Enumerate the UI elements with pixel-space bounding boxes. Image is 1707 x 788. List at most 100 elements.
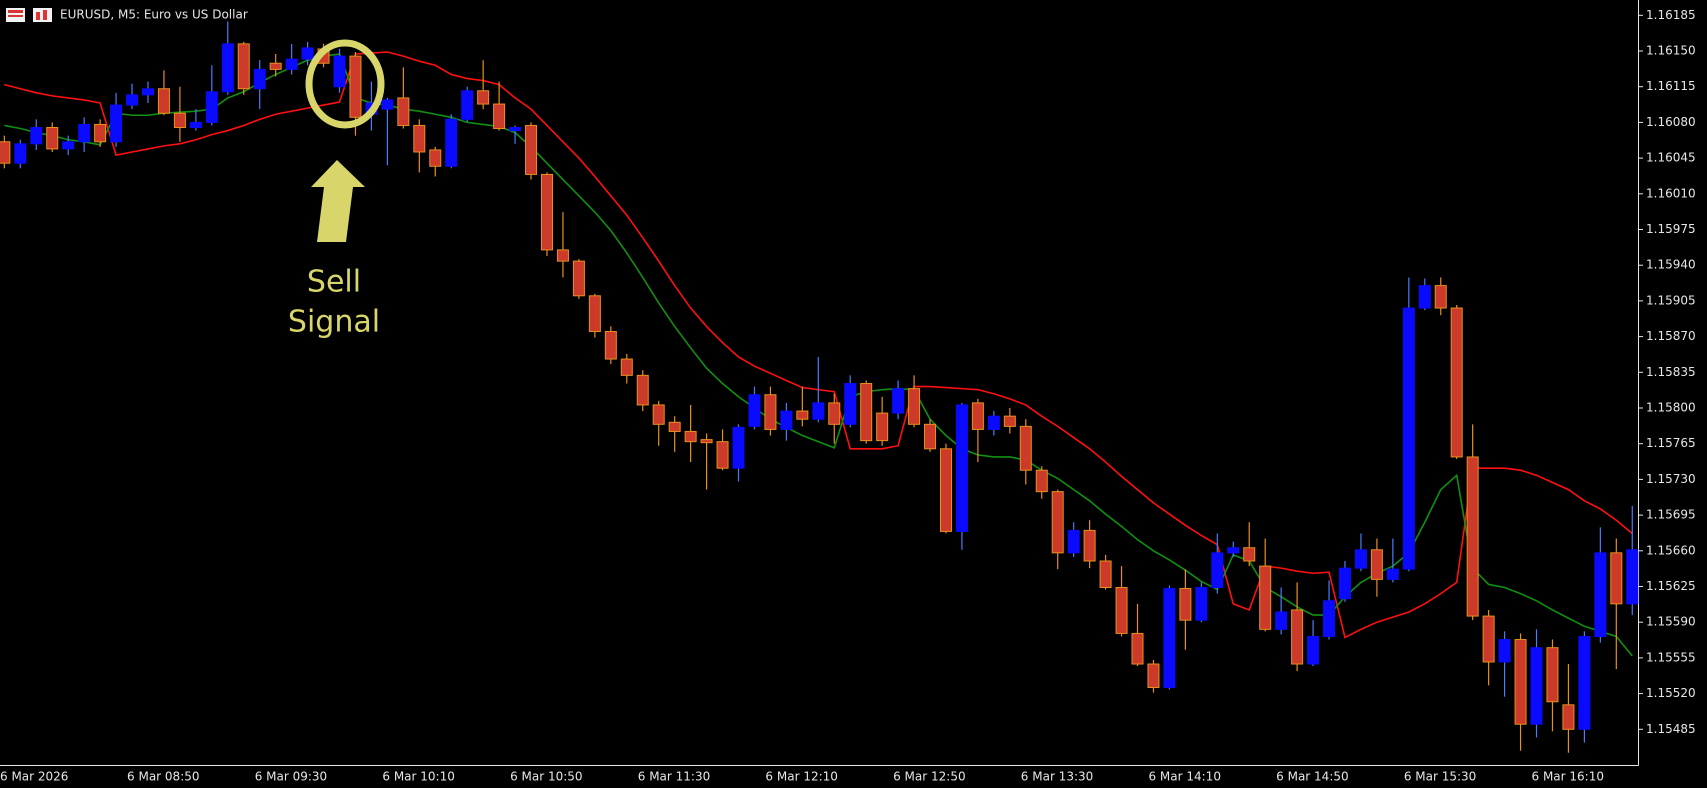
candle-body (971, 402, 984, 430)
x-tick-label: 6 Mar 15:30 (1404, 770, 1477, 784)
candle-body (110, 104, 123, 143)
icon (8, 10, 23, 13)
y-tick-label: 1.16150 (1646, 44, 1696, 58)
y-tick-label: 1.16185 (1646, 8, 1696, 22)
annotation-text: Signal (288, 305, 380, 340)
candle-body (572, 260, 585, 297)
y-tick-label: 1.15660 (1646, 543, 1696, 557)
x-tick-label: 6 Mar 08:50 (127, 770, 200, 784)
y-tick-label: 1.15590 (1646, 615, 1696, 629)
candle-body (14, 143, 27, 164)
candle-body (413, 124, 426, 153)
y-tick-label: 1.15905 (1646, 293, 1696, 307)
y-tick-label: 1.15730 (1646, 472, 1696, 486)
candle-body (493, 103, 506, 130)
candle-body (1482, 615, 1495, 663)
candle-body (1578, 635, 1591, 730)
candle-body (1019, 425, 1032, 471)
candle-body (1370, 549, 1383, 580)
annotation: Sell Signal (288, 39, 385, 340)
candle-body (1291, 609, 1304, 665)
candle-body (876, 412, 889, 442)
candle-body (126, 94, 139, 106)
candle-body (1115, 587, 1128, 634)
candle-body (205, 91, 218, 123)
candle-body (1131, 632, 1144, 665)
candle-body (987, 415, 1000, 430)
annotation-circle (305, 39, 385, 129)
icon (8, 15, 23, 17)
candle-body (1610, 552, 1623, 605)
candle-body (732, 426, 745, 469)
y-tick-label: 1.15625 (1646, 579, 1696, 593)
y-tick-label: 1.15940 (1646, 258, 1696, 272)
icon (43, 10, 47, 20)
candle-body (30, 127, 43, 145)
candle-body (1163, 588, 1176, 688)
x-tick-label: 6 Mar 13:30 (1021, 770, 1094, 784)
y-tick-label: 1.16080 (1646, 115, 1696, 129)
candle-body (1514, 639, 1527, 725)
y-tick-label: 1.16010 (1646, 186, 1696, 200)
candle-body (1498, 639, 1511, 663)
y-tick-label: 1.15520 (1646, 686, 1696, 700)
y-tick-label: 1.15555 (1646, 650, 1696, 664)
x-tick-label: 6 Mar 10:50 (510, 770, 583, 784)
y-tick-label: 1.15765 (1646, 436, 1696, 450)
candle-body (237, 43, 250, 90)
y-tick-label: 1.15975 (1646, 222, 1696, 236)
x-tick-label: 6 Mar 09:30 (255, 770, 328, 784)
candle-body (1434, 285, 1447, 309)
plot-area (0, 21, 1639, 753)
candle-body (141, 88, 154, 96)
candle-body (349, 55, 362, 118)
candle-body (860, 383, 873, 442)
candle-body (1035, 469, 1048, 493)
candle-body (1051, 491, 1064, 554)
candle-body (461, 90, 474, 120)
candle-body (333, 55, 346, 88)
candle-body (939, 448, 952, 532)
candle-body (285, 58, 298, 70)
candle-body (1450, 307, 1463, 458)
candle-body (301, 47, 314, 60)
x-tick-label: 6 Mar 16:10 (1532, 770, 1605, 784)
candle-body (716, 441, 729, 469)
candle-body (173, 112, 186, 129)
candle-body (924, 423, 937, 450)
x-tick-label: 6 Mar 11:30 (638, 770, 711, 784)
candle-body (796, 410, 809, 420)
icon (33, 8, 52, 22)
y-tick-label: 1.15485 (1646, 722, 1696, 736)
candle-body (1546, 647, 1559, 703)
y-tick-label: 1.16045 (1646, 151, 1696, 165)
candle-body (844, 383, 857, 425)
candle-body (1626, 549, 1639, 605)
candle-body (540, 173, 553, 251)
candle-body (1003, 415, 1016, 427)
candle-body (1195, 587, 1208, 621)
x-tick-label: 6 Mar 10:10 (382, 770, 455, 784)
candle-body (955, 404, 968, 532)
candle-body (1338, 567, 1351, 600)
candle-body (1243, 547, 1256, 562)
candle-body (46, 127, 59, 150)
candle-body (1067, 529, 1080, 554)
candle-body (445, 118, 458, 167)
candle-body (1402, 307, 1415, 570)
candle-body (0, 141, 11, 164)
candle-body (1275, 611, 1288, 630)
candle-body (1530, 647, 1543, 725)
candle-body (588, 295, 601, 332)
candle-body (780, 410, 793, 430)
candle-body (604, 331, 617, 360)
candle-body (381, 99, 394, 110)
x-tick-label: 6 Mar 14:50 (1276, 770, 1349, 784)
candle-body (62, 141, 75, 150)
x-tick-label: 6 Mar 14:10 (1148, 770, 1221, 784)
candle-body (397, 97, 410, 126)
y-tick-label: 1.16115 (1646, 79, 1696, 93)
icon (36, 12, 40, 20)
